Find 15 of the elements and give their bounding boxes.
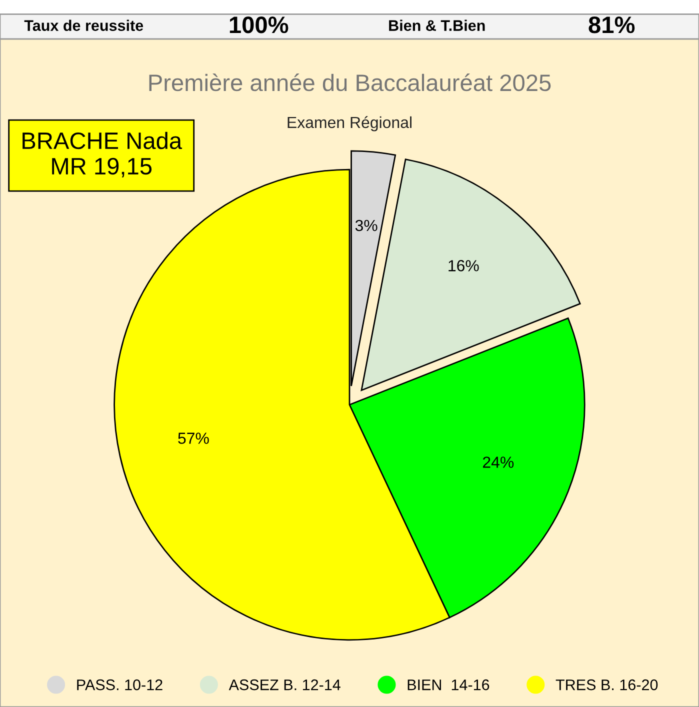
legend-label: ASSEZ B. 12-14 <box>228 679 340 690</box>
legend-label: BIEN 14-16 <box>408 679 490 690</box>
legend-label: PASS. 10-12 <box>77 679 162 690</box>
legend-label: TRES B. 16-20 <box>556 679 658 690</box>
text: Taux de reussite <box>24 20 144 31</box>
chart-title: Première année du Baccalauréat 2025 <box>149 74 551 92</box>
data-label: 3% <box>355 220 378 232</box>
data-label: 24% <box>482 456 514 468</box>
text: BRACHE Nada MR 19,15 <box>22 132 182 178</box>
data-label: 57% <box>178 432 209 444</box>
text: 100% <box>230 16 288 34</box>
chart-subtitle: Examen Régional <box>288 116 412 132</box>
text: Bien & T.Bien <box>389 20 485 31</box>
data-label: 16% <box>448 260 479 272</box>
text: 81% <box>588 16 635 34</box>
